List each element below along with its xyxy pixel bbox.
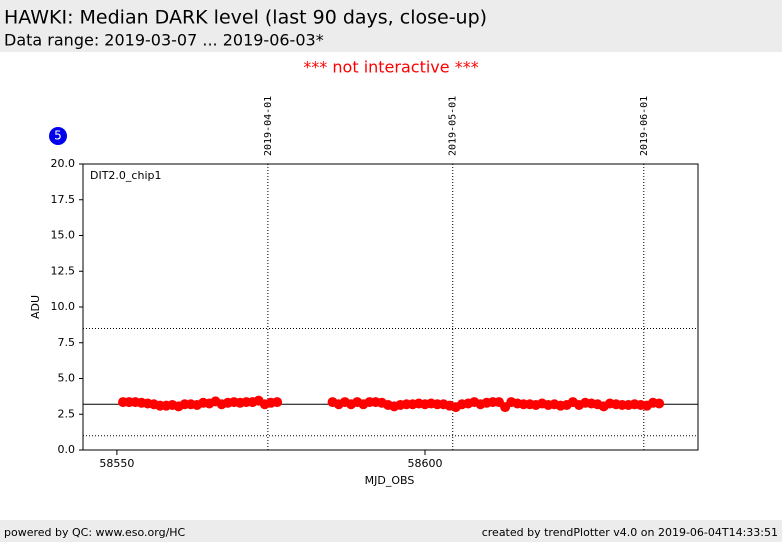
y-tick-label: 5.0 bbox=[58, 372, 76, 385]
date-label: 2019-04-01 bbox=[263, 96, 274, 156]
y-tick-label: 15.0 bbox=[51, 229, 76, 242]
page-title: HAWKI: Median DARK level (last 90 days, … bbox=[4, 7, 487, 29]
y-tick-label: 7.5 bbox=[58, 336, 76, 349]
footer-right: created by trendPlotter v4.0 on 2019-06-… bbox=[482, 526, 778, 539]
footer-band bbox=[0, 520, 782, 542]
y-axis-label: ADU bbox=[29, 295, 42, 319]
y-tick-label: 12.5 bbox=[51, 264, 76, 277]
x-tick-label: 58550 bbox=[99, 457, 134, 470]
x-axis-label: MJD_OBS bbox=[365, 474, 415, 487]
y-tick-label: 17.5 bbox=[51, 193, 76, 206]
y-tick-label: 2.5 bbox=[58, 407, 76, 420]
date-label: 2019-06-01 bbox=[639, 96, 650, 156]
header-band bbox=[0, 0, 782, 52]
notice: *** not interactive *** bbox=[303, 58, 478, 77]
plot-frame bbox=[82, 163, 699, 451]
y-tick-label: 0.0 bbox=[58, 443, 76, 456]
annotation: DIT2.0_chip1 bbox=[90, 169, 161, 182]
point bbox=[654, 398, 665, 409]
y-tick-label: 20.0 bbox=[51, 157, 76, 170]
badge: 5 bbox=[54, 129, 62, 143]
footer-left: powered by QC: www.eso.org/HC bbox=[4, 526, 186, 539]
page-subtitle: Data range: 2019-03-07 ... 2019-06-03* bbox=[4, 31, 324, 50]
x-tick-label: 58600 bbox=[408, 457, 443, 470]
point bbox=[272, 397, 283, 408]
y-tick-label: 10.0 bbox=[51, 300, 76, 313]
date-label: 2019-05-01 bbox=[448, 96, 459, 156]
plot: 0.0 2.5 5.0 7.5 10.0 12.5 15.0 17.5 20.0 58550 586… bbox=[29, 96, 699, 487]
badge-circle bbox=[49, 127, 67, 145]
